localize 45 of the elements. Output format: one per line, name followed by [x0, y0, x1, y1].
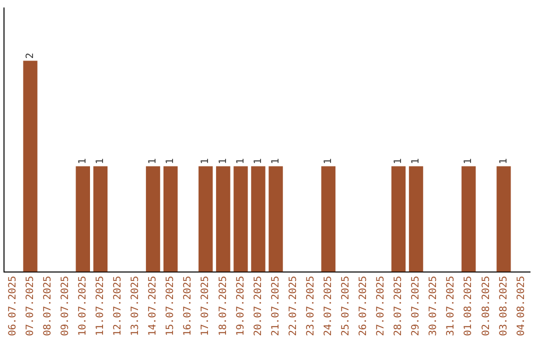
data-label: 1 [463, 158, 474, 164]
data-label: 1 [322, 158, 334, 164]
x-tick-label: 19.07.2025 [235, 276, 246, 336]
x-tick-label: 27.07.2025 [376, 276, 387, 336]
x-tick-label: 26.07.2025 [358, 276, 370, 336]
x-tick-label: 18.07.2025 [218, 276, 229, 336]
data-label: 1 [393, 158, 404, 164]
x-tick-label: 02.08.2025 [480, 276, 492, 336]
x-tick-label: 24.07.2025 [322, 276, 334, 336]
x-tick-label: 20.07.2025 [252, 276, 264, 336]
x-tick-label: 09.07.2025 [60, 276, 71, 336]
data-label: 1 [200, 158, 212, 164]
x-tick-label: 28.07.2025 [393, 276, 404, 336]
x-tick-label: 21.07.2025 [270, 276, 282, 336]
x-tick-label: 07.07.2025 [24, 276, 36, 336]
data-label: 1 [148, 158, 159, 164]
data-label: 1 [498, 158, 510, 164]
x-tick-label: 29.07.2025 [410, 276, 422, 336]
x-tick-label: 13.07.2025 [130, 276, 142, 336]
x-tick-label: 04.08.2025 [516, 276, 527, 336]
x-tick-label: 25.07.2025 [340, 276, 352, 336]
x-tick-label: 08.07.2025 [42, 276, 54, 336]
data-label: 1 [218, 158, 229, 164]
data-label: 1 [235, 158, 246, 164]
x-tick-label: 17.07.2025 [200, 276, 212, 336]
data-label: 1 [165, 158, 176, 164]
data-label: 1 [270, 158, 282, 164]
x-tick-label: 30.07.2025 [428, 276, 440, 336]
data-label: 1 [95, 158, 106, 164]
x-tick-label: 03.08.2025 [498, 276, 510, 336]
x-tick-label: 11.07.2025 [95, 276, 106, 336]
x-tick-label: 31.07.2025 [446, 276, 457, 336]
x-tick-label: 12.07.2025 [112, 276, 124, 336]
x-tick-label: 22.07.2025 [288, 276, 299, 336]
x-tick-label: 15.07.2025 [165, 276, 176, 336]
x-tick-label: 16.07.2025 [182, 276, 194, 336]
data-label: 1 [252, 158, 264, 164]
data-label: 1 [77, 158, 88, 164]
x-tick-label: 23.07.2025 [305, 276, 316, 336]
x-tick-label: 01.08.2025 [463, 276, 474, 336]
data-label: 1 [410, 158, 422, 164]
x-tick-label: 14.07.2025 [148, 276, 159, 336]
data-label: 2 [24, 52, 36, 59]
x-tick-label: 06.07.2025 [7, 276, 18, 336]
x-tick-label: 10.07.2025 [77, 276, 88, 336]
